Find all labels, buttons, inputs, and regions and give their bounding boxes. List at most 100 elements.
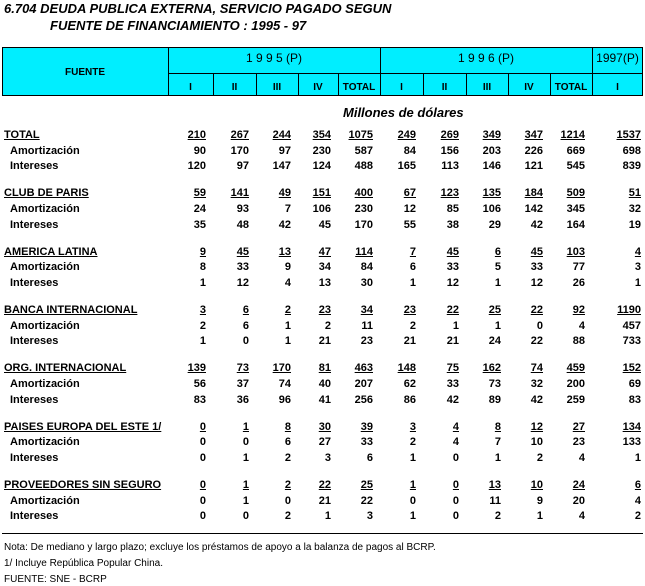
cell-value: 30	[318, 420, 331, 433]
cell-value: 1190	[617, 303, 641, 316]
cell-value: 2	[536, 451, 543, 464]
cell-value: 34	[318, 261, 331, 274]
cell-value: 42	[446, 393, 459, 406]
cell-value: 83	[193, 393, 206, 406]
cell-value: 1	[324, 510, 331, 523]
cell-value: 73	[236, 362, 249, 375]
cell-value: 92	[572, 303, 585, 316]
header-period: IV	[524, 82, 534, 93]
cell-value: 207	[354, 377, 373, 390]
cell-value: 147	[272, 160, 291, 173]
row-label: Intereses	[10, 510, 59, 523]
cell-value: 23	[403, 303, 416, 316]
cell-value: 32	[530, 377, 543, 390]
cell-value: 4	[634, 494, 641, 507]
cell-value: 164	[566, 218, 585, 231]
cell-value: 120	[187, 160, 206, 173]
cell-value: 1	[494, 277, 501, 289]
cell-value: 463	[354, 362, 373, 375]
cell-value: 121	[524, 160, 543, 173]
cell-value: 587	[354, 144, 373, 157]
cell-value: 13	[278, 245, 291, 258]
cell-value: 5	[494, 261, 501, 274]
cell-value: 13	[488, 478, 501, 491]
cell-value: 9	[536, 494, 543, 507]
cell-value: 22	[530, 303, 543, 316]
cell-value: 230	[312, 144, 331, 157]
cell-value: 203	[482, 144, 501, 157]
cell-value: 33	[446, 377, 459, 390]
cell-value: 256	[354, 393, 373, 406]
header-divider	[592, 47, 593, 96]
cell-value: 12	[236, 277, 249, 289]
cell-value: 6	[284, 436, 291, 449]
cell-value: 12	[446, 277, 459, 289]
cell-value: 37	[236, 377, 249, 390]
title-line: 6.704 DEUDA PUBLICA EXTERNA, SERVICIO PA…	[4, 1, 392, 16]
header-divider	[168, 47, 169, 96]
cell-value: 244	[272, 129, 291, 141]
cell-value: 38	[446, 218, 459, 231]
cell-value: 230	[354, 203, 373, 215]
cell-value: 184	[524, 187, 543, 200]
cell-value: 156	[440, 144, 459, 157]
header-source: FUENTE	[65, 67, 105, 78]
cell-value: 170	[230, 144, 249, 157]
cell-value: 354	[312, 129, 331, 141]
cell-value: 21	[403, 335, 416, 348]
cell-value: 6	[366, 451, 373, 464]
cell-value: 133	[622, 436, 641, 449]
cell-value: 4	[452, 436, 459, 449]
cell-value: 0	[199, 494, 206, 507]
cell-value: 86	[403, 393, 416, 406]
header-period: I	[616, 82, 619, 93]
cell-value: 7	[409, 245, 416, 258]
cell-value: 32	[628, 203, 641, 215]
cell-value: 200	[566, 377, 585, 390]
cell-value: 349	[482, 129, 501, 141]
row-label: Amortización	[10, 377, 80, 390]
group-name: PAISES EUROPA DEL ESTE 1/	[4, 420, 162, 433]
cell-value: 698	[622, 144, 641, 157]
cell-value: 23	[572, 436, 585, 449]
cell-value: 170	[354, 218, 373, 231]
cell-value: 210	[187, 129, 206, 141]
cell-value: 3	[366, 510, 373, 523]
cell-value: 7	[494, 436, 501, 449]
cell-value: 1	[634, 277, 641, 289]
cell-value: 88	[572, 335, 585, 348]
cell-value: 22	[446, 303, 459, 316]
cell-value: 1	[284, 335, 291, 348]
cell-value: 73	[488, 377, 501, 390]
cell-value: 29	[488, 218, 501, 231]
note: 1/ Incluye República Popular China.	[4, 558, 163, 569]
cell-value: 3	[409, 420, 416, 433]
cell-value: 2	[324, 319, 331, 332]
header-divider	[298, 73, 299, 96]
cell-value: 839	[622, 160, 641, 173]
cell-value: 134	[622, 420, 641, 433]
cell-value: 33	[236, 261, 249, 274]
cell-value: 45	[318, 218, 331, 231]
table-bottom-rule	[2, 533, 643, 534]
cell-value: 19	[628, 218, 641, 231]
cell-value: 9	[199, 245, 206, 258]
cell-value: 1	[494, 319, 501, 332]
title-line: FUENTE DE FINANCIAMIENTO : 1995 - 97	[50, 18, 307, 33]
cell-value: 74	[530, 362, 543, 375]
cell-value: 24	[572, 478, 585, 491]
cell-value: 347	[524, 129, 543, 141]
cell-value: 35	[193, 218, 206, 231]
header-divider	[466, 73, 467, 96]
cell-value: 30	[360, 277, 373, 289]
cell-value: 42	[530, 393, 543, 406]
cell-value: 10	[530, 436, 543, 449]
cell-value: 2	[199, 319, 206, 332]
cell-value: 41	[318, 393, 331, 406]
cell-value: 69	[628, 377, 641, 390]
cell-value: 0	[452, 510, 459, 523]
cell-value: 36	[236, 393, 249, 406]
cell-value: 11	[489, 494, 501, 507]
cell-value: 124	[312, 160, 331, 173]
cell-value: 84	[403, 144, 416, 157]
